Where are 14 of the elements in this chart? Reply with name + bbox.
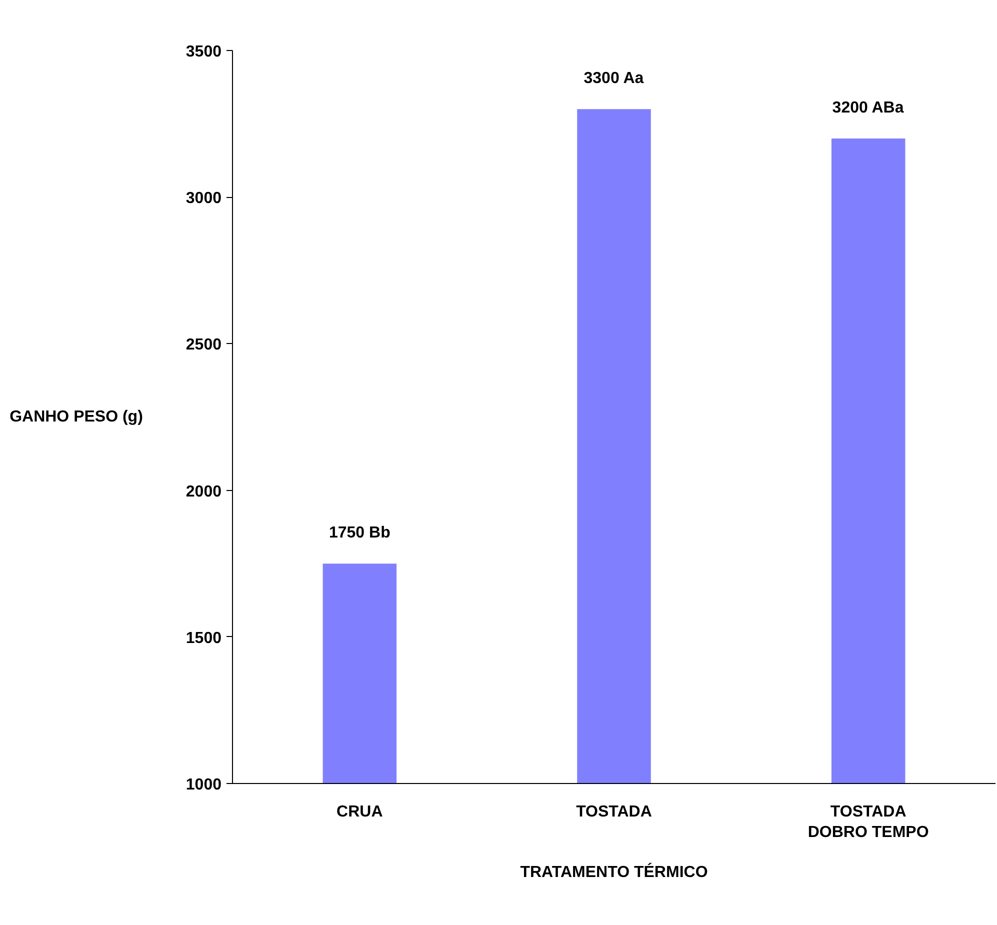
y-tick-label: 3500	[186, 44, 222, 60]
y-tick-label: 1500	[186, 630, 222, 647]
x-tick-label: TOSTADA	[576, 804, 652, 820]
y-tick-label: 2000	[186, 483, 222, 500]
data-label: 3300 Aa	[584, 70, 644, 88]
y-tick-label: 2500	[186, 336, 222, 354]
data-label: 1750 Bb	[328, 524, 391, 542]
y-tick-label: 1000	[186, 776, 222, 794]
data-label: 3200 ABa	[832, 99, 904, 116]
x-tick-label: CRUA	[336, 804, 384, 820]
x-axis-title: TRATAMENTO TÉRMICO	[520, 862, 708, 881]
y-axis-title: GANHO PESO (g)	[10, 408, 143, 426]
y-tick-label: 3000	[186, 190, 222, 208]
x-tick-label: TOSTADA DOBRO TEMPO	[808, 804, 929, 841]
